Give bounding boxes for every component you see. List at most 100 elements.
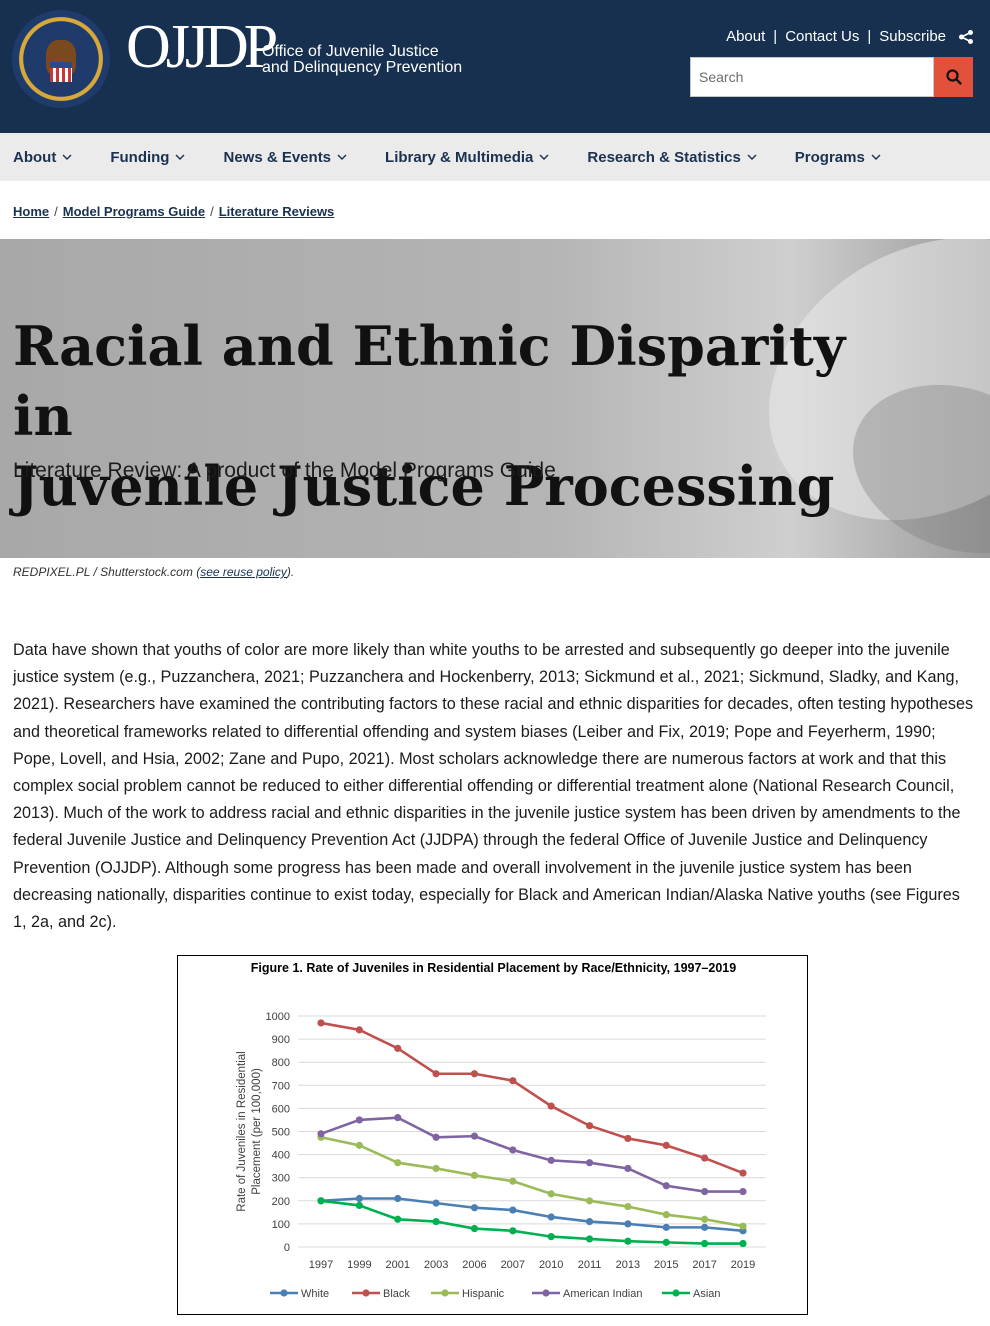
legend-label: Hispanic (462, 1288, 505, 1300)
y-tick-label: 300 (272, 1173, 290, 1185)
data-point (624, 1202, 632, 1211)
data-point (394, 1159, 402, 1167)
utility-link-about[interactable]: About (726, 28, 766, 45)
y-tick-label: 200 (272, 1196, 290, 1208)
line-chart: 0 100 200 300 400 500 600 700 800 900 1000 1997 1999… (236, 1011, 766, 1300)
data-point (394, 1215, 402, 1223)
data-point (701, 1223, 709, 1231)
data-point (394, 1114, 402, 1122)
data-point (585, 1197, 594, 1205)
data-point (739, 1239, 747, 1248)
data-point (624, 1237, 632, 1245)
series-line-hispanic (320, 1136, 744, 1228)
data-point (624, 1220, 632, 1228)
org-name-line2[interactable]: and Delinquency Prevention (262, 59, 463, 76)
reuse-policy-link[interactable]: see reuse policy (200, 565, 287, 579)
shield-icon (50, 62, 72, 82)
data-point (585, 1235, 594, 1243)
credit-end: ). (286, 565, 295, 579)
intro-paragraph: Data have shown that youths of color are… (13, 641, 974, 932)
data-point (394, 1194, 402, 1203)
y-tick-label: 100 (272, 1219, 290, 1231)
breadcrumb-literature-reviews[interactable]: Literature Reviews (218, 204, 335, 219)
nav-item-label: Research & Statistics (587, 148, 741, 166)
chevron-down-icon (175, 154, 185, 160)
breadcrumb: Home / Model Programs Guide / Literature… (13, 204, 334, 219)
data-point (701, 1215, 709, 1223)
chevron-down-icon (539, 154, 549, 160)
data-point (470, 1204, 479, 1212)
org-name-line1[interactable]: Office of Juvenile Justice (262, 43, 439, 60)
legend-label: White (301, 1288, 329, 1300)
data-point (585, 1122, 594, 1130)
series-line-black (320, 1021, 744, 1175)
legend-swatch-marker (280, 1289, 288, 1297)
data-point (432, 1133, 440, 1141)
breadcrumb-model-programs[interactable]: Model Programs Guide (62, 204, 206, 219)
search-input[interactable] (691, 58, 933, 96)
data-point (662, 1238, 670, 1246)
x-tick-label: 1999 (347, 1259, 371, 1271)
share-icon[interactable] (958, 29, 974, 45)
y-tick-label: 500 (272, 1127, 290, 1139)
nav-item-news-events[interactable]: News & Events (223, 149, 347, 166)
data-point (509, 1077, 517, 1085)
nav-item-label: Programs (794, 148, 865, 166)
legend-swatch-marker (542, 1289, 550, 1297)
breadcrumb-separator: / (210, 204, 214, 219)
breadcrumb-home[interactable]: Home (13, 204, 50, 219)
data-point (701, 1239, 709, 1248)
data-point (355, 1201, 363, 1210)
data-point (509, 1227, 517, 1235)
search-field[interactable] (690, 57, 934, 97)
nav-item-research[interactable]: Research & Statistics (587, 148, 757, 166)
page-title-line2: Juvenile Justice Processing (13, 454, 835, 518)
chevron-down-icon (747, 154, 757, 160)
nav-item-label: News & Events (223, 148, 332, 166)
search-button[interactable] (934, 57, 973, 97)
data-point (470, 1070, 479, 1078)
legend-swatch-marker (362, 1289, 370, 1297)
x-tick-label: 2010 (539, 1259, 563, 1271)
data-point (509, 1206, 517, 1214)
data-point (739, 1187, 747, 1196)
credit-text: REDPIXEL.PL / Shutterstock.com ( (13, 565, 201, 579)
data-point (432, 1199, 440, 1207)
legend-label: Black (383, 1288, 410, 1300)
x-tick-label: 2013 (616, 1259, 640, 1271)
y-tick-label: 1000 (266, 1011, 290, 1023)
nav-item-label: About (13, 148, 57, 166)
legend-swatch-marker (441, 1289, 449, 1297)
nav-item-library[interactable]: Library & Multimedia (385, 149, 549, 166)
data-point (662, 1223, 670, 1231)
data-point (355, 1141, 363, 1149)
data-point (470, 1224, 479, 1233)
data-point (701, 1154, 709, 1162)
figure-1: Figure 1. Rate of Juveniles in Residenti… (177, 955, 808, 1315)
legend-label: Asian (693, 1288, 721, 1300)
data-point (585, 1159, 594, 1167)
y-tick-label: 700 (272, 1080, 290, 1092)
series-line-american-indian (320, 1116, 743, 1193)
nav-item-about[interactable]: About (13, 149, 72, 166)
y-axis-label: Rate of Juveniles in Residential Placemen… (236, 1051, 263, 1211)
doj-seal-logo[interactable] (12, 10, 110, 108)
utility-link-subscribe[interactable]: Subscribe (879, 28, 946, 45)
data-point (317, 1019, 325, 1027)
page-title: Racial and Ethnic Disparity in Juvenile … (13, 311, 853, 521)
nav-item-label: Library & Multimedia (385, 148, 534, 166)
utility-link-contact[interactable]: Contact Us (785, 28, 860, 45)
nav-item-funding[interactable]: Funding (110, 149, 185, 166)
page-subtitle: Literature Review: A product of the Mode… (13, 459, 556, 482)
data-point (317, 1130, 325, 1138)
data-point (547, 1102, 555, 1110)
x-tick-label: 2006 (462, 1259, 486, 1271)
nav-item-programs[interactable]: Programs (795, 149, 881, 166)
data-point (355, 1194, 363, 1203)
y-tick-label: 0 (284, 1242, 290, 1254)
utility-separator: | (867, 28, 872, 45)
ojjdp-logo[interactable]: OJJDP (126, 13, 278, 81)
legend-swatch-marker (672, 1289, 680, 1297)
data-point (509, 1146, 517, 1154)
x-tick-label: 1997 (309, 1259, 333, 1271)
